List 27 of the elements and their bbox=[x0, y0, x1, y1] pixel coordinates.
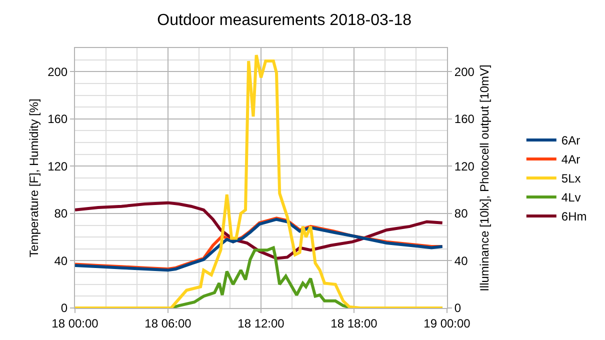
legend-label: 5Lx bbox=[561, 172, 581, 186]
x-tick-label: 18 00:00 bbox=[52, 316, 99, 330]
y2-tick-label: 160 bbox=[454, 112, 475, 126]
line-series bbox=[75, 54, 444, 308]
legend-label: 6Hm bbox=[561, 210, 587, 224]
y-tick-label: 0 bbox=[60, 301, 68, 316]
chart-title: Outdoor measurements 2018-03-18 bbox=[157, 12, 412, 29]
y-tick-label: 200 bbox=[48, 64, 68, 79]
x-tick-label: 18 06:00 bbox=[144, 316, 192, 330]
x-tick-label: 19 00:00 bbox=[424, 316, 471, 330]
line-series bbox=[75, 201, 444, 260]
y-tick-label: 40 bbox=[54, 254, 68, 268]
y2-tick-label: 120 bbox=[454, 159, 475, 174]
legend-label: 4Ar bbox=[561, 152, 580, 167]
x-tick-label: 18 18:00 bbox=[330, 316, 378, 330]
y-tick-label: 80 bbox=[54, 206, 68, 221]
y2-tick-label: 40 bbox=[454, 254, 468, 268]
y2-tick-label: 80 bbox=[454, 206, 468, 221]
y2-axis-title: Illuminance [10lx], Photocell output [10mV] bbox=[478, 64, 492, 292]
x-tick-label: 18 12:00 bbox=[238, 316, 285, 330]
y2-tick-label: 0 bbox=[454, 301, 462, 316]
y-axis-title: Temperature [F], Humidity [%] bbox=[26, 98, 41, 258]
y-tick-label: 120 bbox=[48, 159, 68, 174]
legend-label: 4Lv bbox=[561, 190, 581, 205]
y2-tick-label: 200 bbox=[454, 64, 475, 79]
y-tick-label: 160 bbox=[48, 112, 68, 126]
legend-label: 6Ar bbox=[561, 134, 580, 148]
